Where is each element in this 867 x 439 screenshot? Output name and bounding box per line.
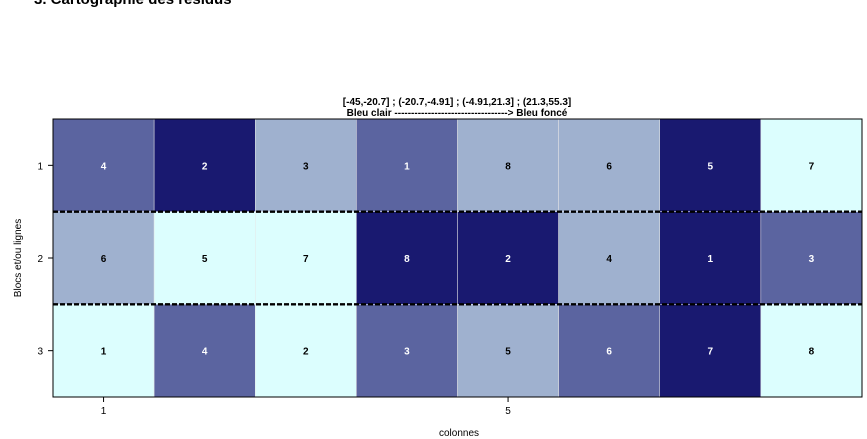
- heatmap-cell-label: 3: [809, 254, 815, 265]
- chart-title-line-2: Bleu clair -----------------------------…: [347, 108, 568, 119]
- heatmap-cell: 5: [153, 211, 256, 305]
- chart-title: [-45,-20.7] ; (-20.7,-4.91] ; (-4.91,21.…: [343, 97, 571, 119]
- heatmap-cell-fill: [153, 118, 256, 212]
- heatmap-cell-fill: [255, 304, 357, 398]
- heatmap-cell-label: 1: [404, 161, 410, 172]
- heatmap-cell-label: 3: [404, 347, 410, 358]
- heatmap-cell: 4: [558, 211, 660, 305]
- heatmap-cell: 1: [659, 211, 762, 305]
- heatmap-cell: 8: [457, 118, 559, 212]
- heatmap-cell: 3: [255, 118, 357, 212]
- y-axis-label: Blocs et/ou lignes: [13, 219, 24, 297]
- heatmap-cell-fill: [255, 211, 357, 305]
- heatmap-cell-label: 1: [708, 254, 714, 265]
- x-tick-label: 5: [505, 406, 511, 417]
- heatmap-cell-label: 7: [708, 347, 714, 358]
- heatmap-cell-label: 8: [809, 347, 815, 358]
- heatmap-cell: 4: [52, 118, 155, 212]
- heatmap-cell-label: 2: [202, 161, 208, 172]
- heatmap-cell-fill: [356, 118, 458, 212]
- heatmap-cell-label: 7: [303, 254, 309, 265]
- heatmap-cell-label: 2: [303, 347, 309, 358]
- heatmap-cell: 5: [659, 118, 762, 212]
- heatmap-cell: 3: [760, 211, 863, 305]
- section-heading: 3. Cartographie des résidus: [34, 0, 232, 8]
- chart-title-line-1: [-45,-20.7] ; (-20.7,-4.91] ; (-4.91,21.…: [343, 97, 571, 108]
- heatmap-cell-fill: [659, 304, 762, 398]
- heatmap-cell-fill: [457, 304, 559, 398]
- heatmap-cell: 5: [457, 304, 559, 398]
- heatmap-cell-label: 5: [505, 347, 511, 358]
- heatmap-cell-fill: [659, 211, 762, 305]
- x-axis-label: colonnes: [439, 428, 479, 439]
- heatmap-cell-label: 6: [606, 347, 612, 358]
- heatmap-cell-label: 4: [101, 161, 107, 172]
- y-tick-label: 1: [37, 161, 43, 172]
- heatmap-cell-fill: [457, 211, 559, 305]
- heatmap-cell-fill: [356, 304, 458, 398]
- heatmap-cell: 6: [558, 118, 660, 212]
- y-tick-label: 2: [37, 254, 43, 265]
- heatmap-cell-label: 5: [202, 254, 208, 265]
- heatmap-cell-fill: [760, 211, 863, 305]
- heatmap-cell-label: 4: [606, 254, 612, 265]
- heatmap-cell: 6: [558, 304, 660, 398]
- heatmap-cell: 7: [760, 118, 863, 212]
- heatmap-cell-label: 8: [404, 254, 410, 265]
- heatmap-cell: 4: [153, 304, 256, 398]
- heatmap-cell-fill: [760, 304, 863, 398]
- heatmap-cell-label: 4: [202, 347, 208, 358]
- heatmap-cell-fill: [356, 211, 458, 305]
- heatmap-cell: 7: [255, 211, 357, 305]
- heatmap-cell: 3: [356, 304, 458, 398]
- y-tick-label: 3: [37, 347, 43, 358]
- x-tick-label: 1: [101, 406, 107, 417]
- heatmap-cell-label: 3: [303, 161, 309, 172]
- heatmap-cell-label: 6: [101, 254, 107, 265]
- heatmap-cell-fill: [760, 118, 863, 212]
- heatmap-cell-label: 6: [606, 161, 612, 172]
- heatmap-cell: 2: [457, 211, 559, 305]
- heatmap-cell-label: 8: [505, 161, 511, 172]
- block-separators: [53, 210, 862, 306]
- y-axis: 1 2 3: [37, 161, 53, 358]
- heatmap-cell: 7: [659, 304, 762, 398]
- heatmap-cell-fill: [52, 304, 155, 398]
- heatmap-cell-label: 7: [809, 161, 815, 172]
- heatmap-cell-fill: [153, 304, 256, 398]
- heatmap-cells: 4 2 3 1 8 6 5 7 6 5 7 8 2 4 1 3 1 4 2 3 5 6 7 8: [52, 118, 863, 398]
- heatmap-cell-fill: [52, 118, 155, 212]
- heatmap-cell: 8: [356, 211, 458, 305]
- heatmap-cell: 2: [255, 304, 357, 398]
- heatmap-cell-label: 1: [101, 347, 107, 358]
- heatmap-cell: 8: [760, 304, 863, 398]
- heatmap-cell: 1: [52, 304, 155, 398]
- heatmap-cell: 2: [153, 118, 256, 212]
- heatmap-cell: 1: [356, 118, 458, 212]
- heatmap-cell-fill: [153, 211, 256, 305]
- heatmap-cell: 6: [52, 211, 155, 305]
- heatmap-cell-label: 5: [708, 161, 714, 172]
- heatmap-cell-label: 2: [505, 254, 511, 265]
